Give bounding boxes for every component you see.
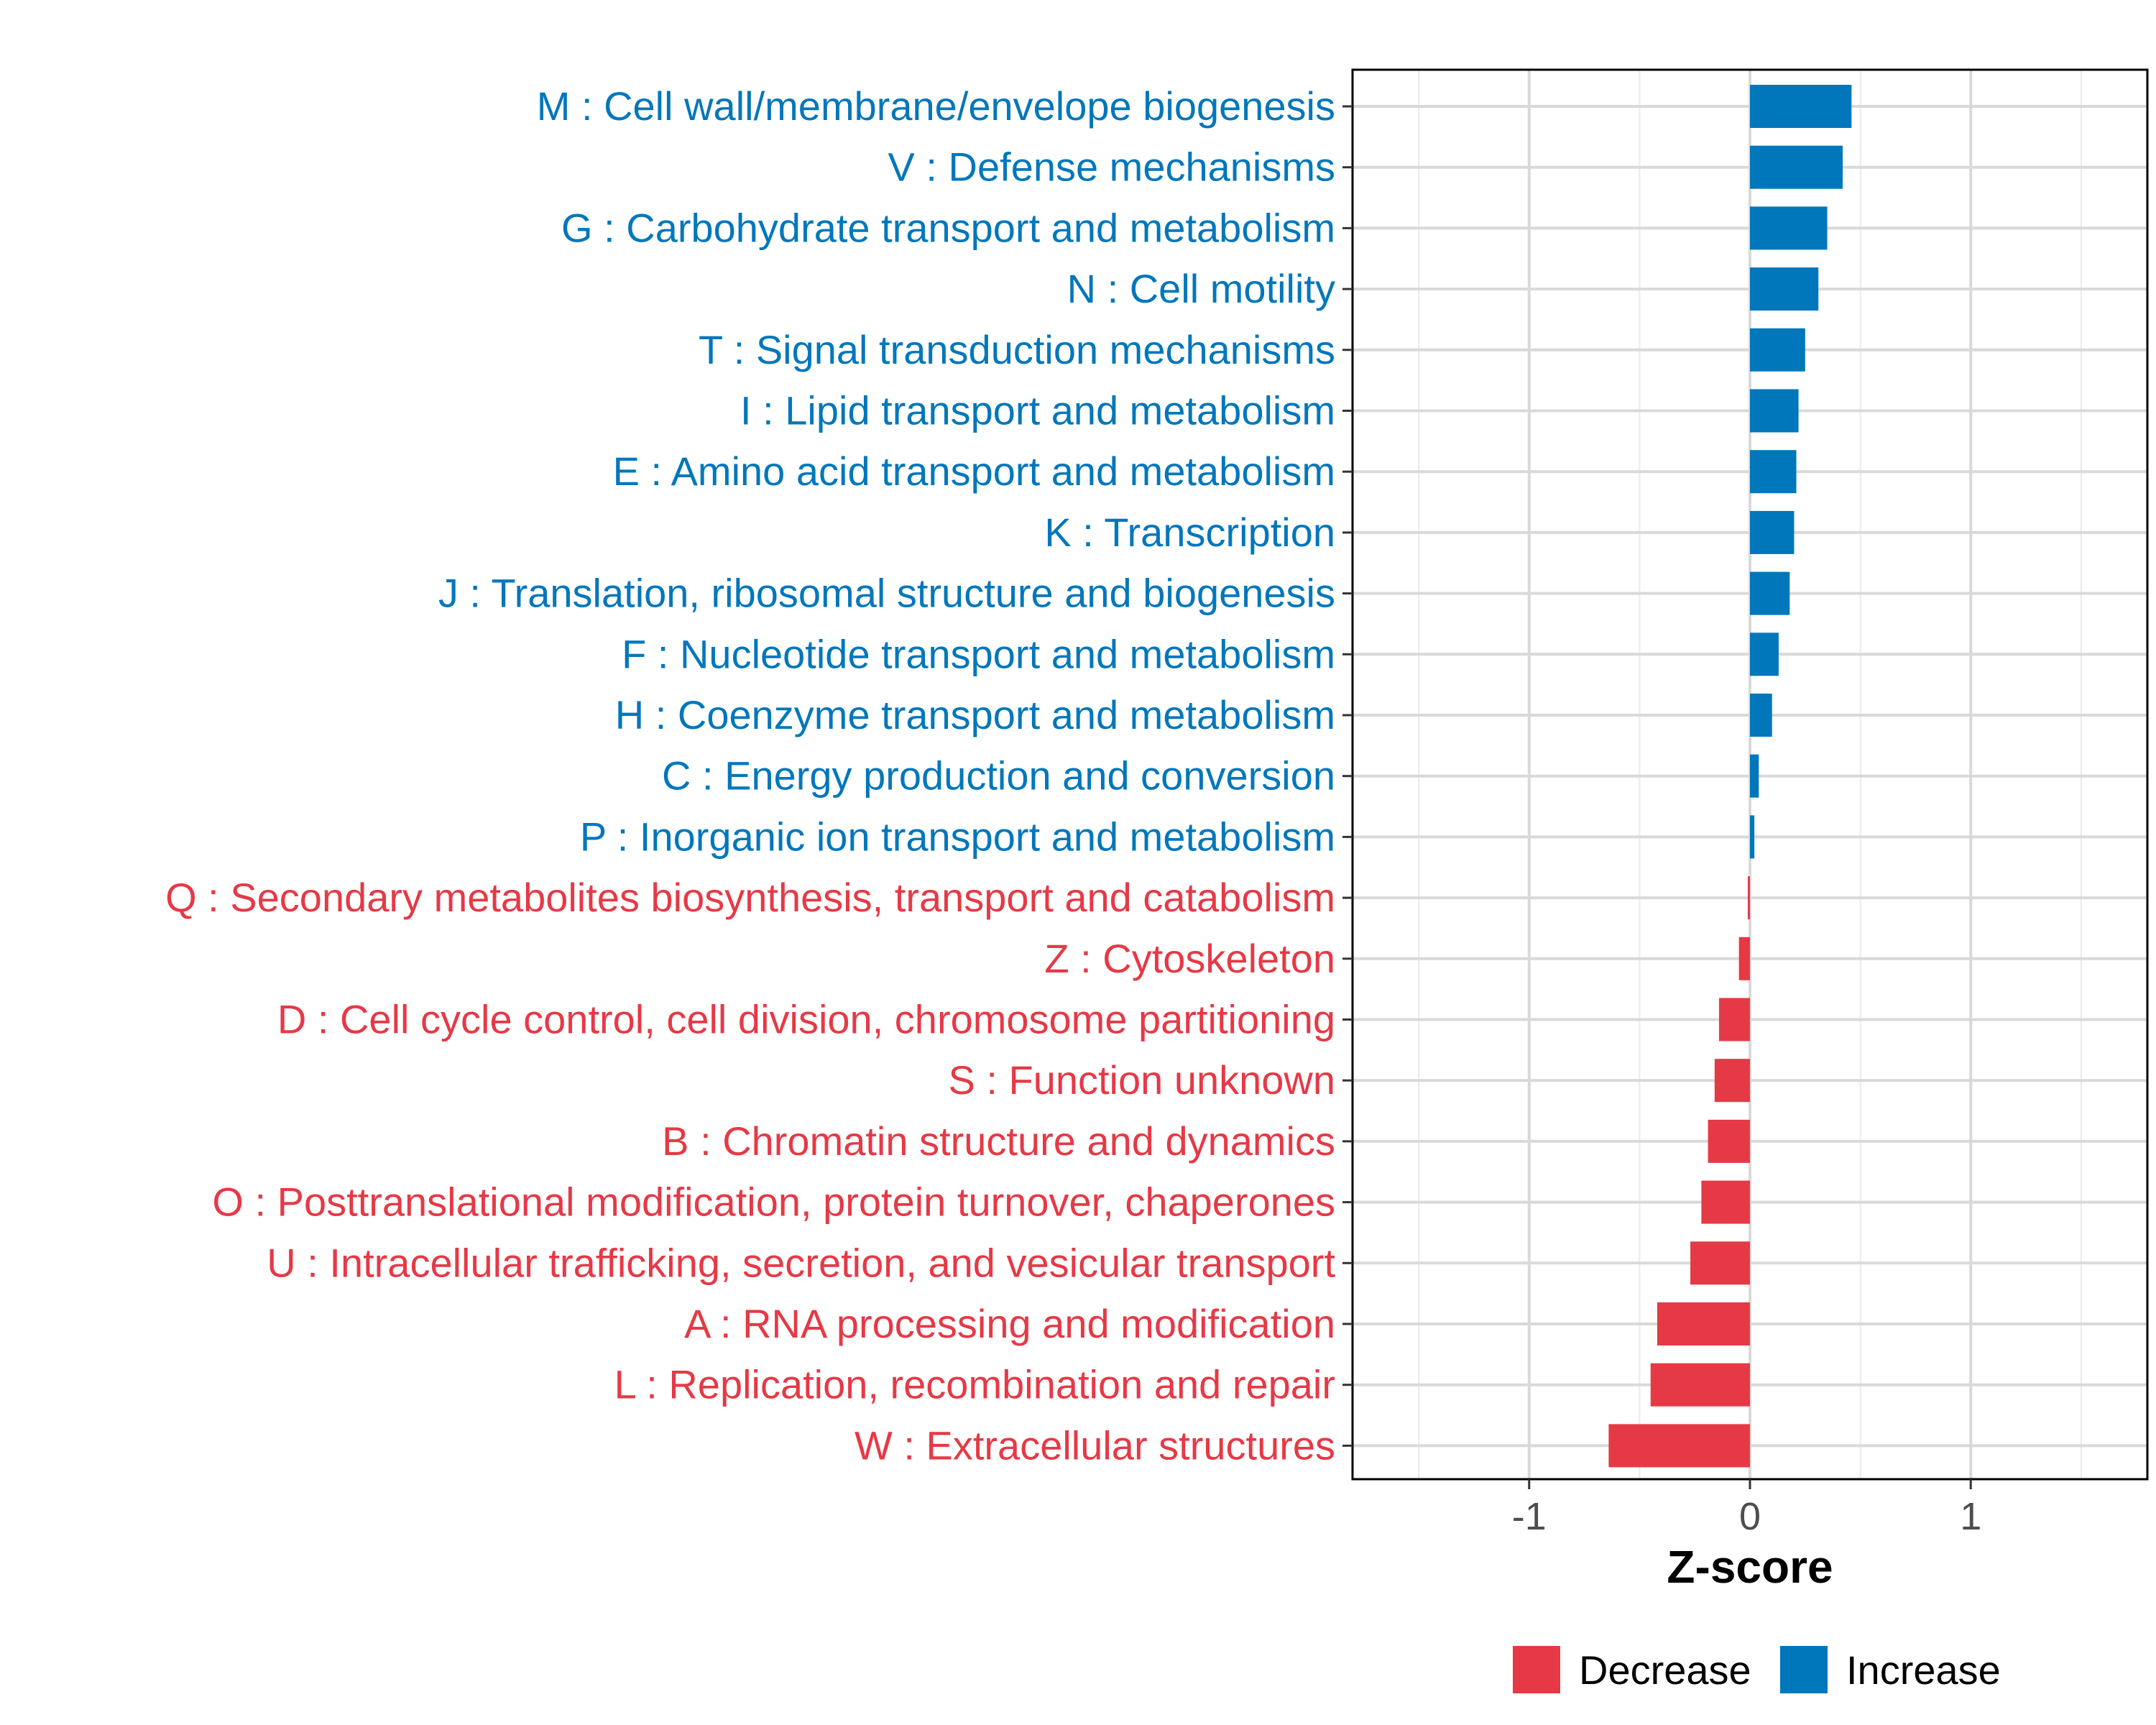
bar xyxy=(1747,876,1750,920)
category-label: D : Cell cycle control, cell division, c… xyxy=(277,997,1335,1042)
bar xyxy=(1750,510,1795,554)
category-label: A : RNA processing and modification xyxy=(684,1301,1335,1346)
category-labels: M : Cell wall/membrane/envelope biogenes… xyxy=(165,83,1335,1468)
category-label: H : Coenzyme transport and metabolism xyxy=(615,692,1335,737)
legend-label: Increase xyxy=(1846,1647,2001,1693)
bar xyxy=(1750,85,1852,128)
category-label: F : Nucleotide transport and metabolism xyxy=(622,631,1335,676)
category-label: W : Extracellular structures xyxy=(854,1422,1335,1468)
bar xyxy=(1690,1241,1750,1285)
category-label: T : Signal transduction mechanisms xyxy=(699,327,1335,372)
category-label: I : Lipid transport and metabolism xyxy=(740,388,1335,433)
category-label: M : Cell wall/membrane/envelope biogenes… xyxy=(537,83,1335,129)
x-tick-label: 0 xyxy=(1739,1495,1761,1538)
y-axis-ticks xyxy=(1342,105,1353,1447)
legend-label: Decrease xyxy=(1579,1647,1751,1693)
category-label: Q : Secondary metabolites biosynthesis, … xyxy=(165,875,1335,920)
bar xyxy=(1750,267,1819,311)
category-label: V : Defense mechanisms xyxy=(888,144,1335,190)
bar xyxy=(1750,754,1759,798)
category-label: B : Chromatin structure and dynamics xyxy=(662,1118,1335,1164)
bar xyxy=(1714,1059,1750,1103)
category-label: L : Replication, recombination and repai… xyxy=(614,1362,1335,1407)
category-label: S : Function unknown xyxy=(948,1057,1335,1103)
bar xyxy=(1650,1363,1750,1407)
category-label: O : Posttranslational modification, prot… xyxy=(212,1179,1335,1225)
bar xyxy=(1750,694,1772,737)
legend-swatch xyxy=(1780,1646,1828,1693)
category-label: N : Cell motility xyxy=(1067,266,1335,311)
category-label: K : Transcription xyxy=(1044,510,1335,555)
category-label: J : Translation, ribosomal structure and… xyxy=(438,571,1335,616)
bar xyxy=(1750,389,1799,433)
category-label: C : Energy production and conversion xyxy=(662,753,1335,799)
bar xyxy=(1750,206,1828,250)
category-label: P : Inorganic ion transport and metaboli… xyxy=(580,814,1335,859)
bar-layer xyxy=(1608,85,1852,1468)
bar xyxy=(1708,1119,1750,1163)
bar xyxy=(1750,632,1779,676)
category-label: Z : Cytoskeleton xyxy=(1044,936,1335,981)
bar xyxy=(1750,815,1755,859)
bar xyxy=(1701,1180,1750,1224)
bar xyxy=(1718,998,1750,1041)
x-tick-label: 1 xyxy=(1960,1495,1981,1538)
bar xyxy=(1657,1302,1750,1346)
legend: Decrease Increase xyxy=(1513,1646,2001,1693)
category-label: U : Intracellular trafficking, secretion… xyxy=(267,1240,1335,1285)
bar xyxy=(1738,937,1750,980)
legend-swatch xyxy=(1513,1646,1560,1693)
bar xyxy=(1608,1424,1750,1468)
bar xyxy=(1750,571,1790,615)
bar xyxy=(1750,328,1805,372)
category-label: G : Carbohydrate transport and metabolis… xyxy=(561,205,1335,250)
bar xyxy=(1750,450,1797,494)
bar xyxy=(1750,145,1843,189)
category-label: E : Amino acid transport and metabolism xyxy=(613,448,1335,494)
x-axis: -1 0 1 xyxy=(1512,1479,1981,1538)
x-tick-label: -1 xyxy=(1512,1495,1547,1538)
x-axis-title: Z-score xyxy=(1667,1541,1833,1593)
